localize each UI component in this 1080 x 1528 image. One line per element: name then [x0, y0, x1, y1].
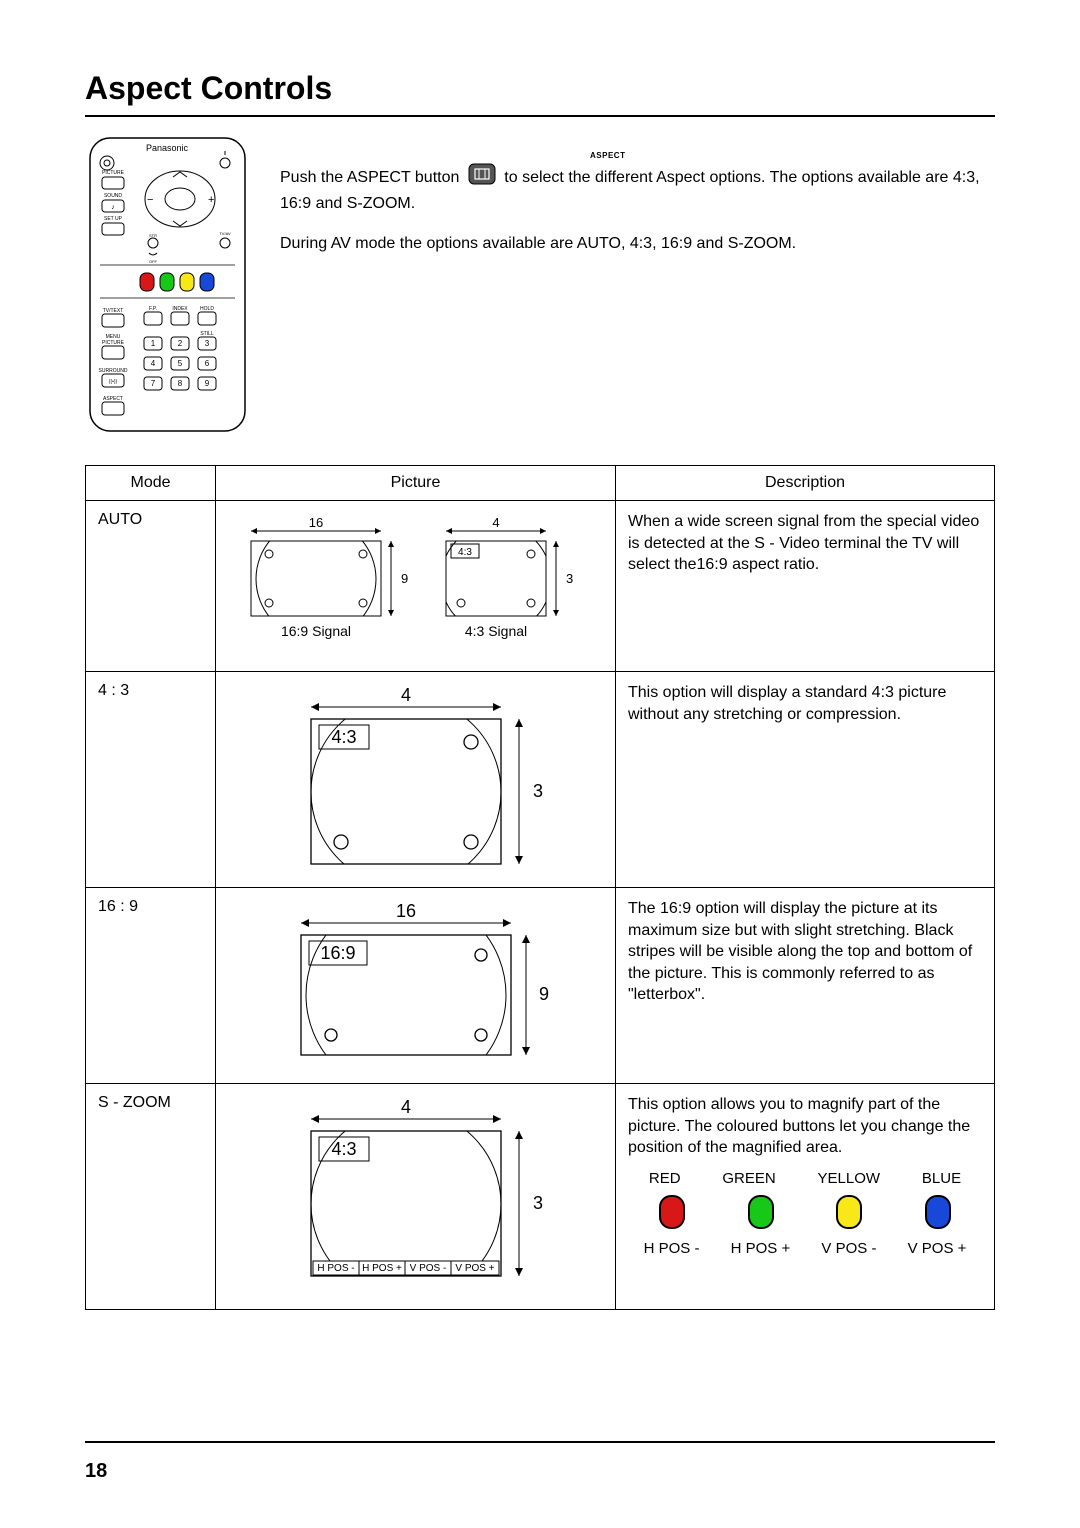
intro-section: Panasonic − + PICTURE SOUND ♪ SET UP STR…	[85, 135, 995, 440]
table-row: AUTO 16 9 16:9 Signal	[86, 501, 995, 672]
svg-text:V POS +: V POS +	[455, 1263, 494, 1274]
svg-text:7: 7	[151, 379, 156, 388]
szoom-desc-text: This option allows you to magnify part o…	[628, 1094, 982, 1159]
svg-text:SOUND: SOUND	[104, 193, 122, 199]
svg-text:2: 2	[178, 339, 183, 348]
hpos-label: H POS +	[731, 1239, 791, 1259]
color-label-blue: BLUE	[922, 1169, 961, 1189]
svg-text:9: 9	[205, 379, 210, 388]
svg-text:3: 3	[533, 1193, 543, 1213]
svg-text:F.P.: F.P.	[149, 306, 157, 312]
picture-cell-43: 4 4:3 3	[216, 672, 616, 888]
desc-cell: The 16:9 option will display the picture…	[616, 888, 995, 1084]
mode-cell: S - ZOOM	[86, 1084, 216, 1310]
svg-text:1: 1	[151, 339, 156, 348]
svg-text:SET UP: SET UP	[104, 216, 123, 222]
svg-text:8: 8	[178, 379, 183, 388]
blue-button-icon	[925, 1195, 951, 1229]
svg-text:4:3 Signal: 4:3 Signal	[464, 623, 526, 639]
svg-text:STR: STR	[149, 233, 157, 238]
desc-cell: This option will display a standard 4:3 …	[616, 672, 995, 888]
color-buttons-row	[628, 1195, 982, 1229]
svg-text:16:9: 16:9	[320, 943, 355, 963]
bottom-rule	[85, 1441, 995, 1443]
aspect-button-icon	[468, 163, 496, 192]
table-row: S - ZOOM 4 4:3 H POS - H POS + V POS - V…	[86, 1084, 995, 1310]
svg-text:4: 4	[151, 359, 156, 368]
svg-text:4: 4	[400, 685, 410, 705]
red-button-icon	[659, 1195, 685, 1229]
svg-text:OFF: OFF	[149, 259, 158, 264]
hpos-label: V POS +	[908, 1239, 967, 1259]
svg-text:9: 9	[401, 571, 408, 586]
svg-text:+: +	[208, 194, 214, 206]
svg-text:PICTURE: PICTURE	[102, 340, 125, 346]
svg-text:SURROUND: SURROUND	[99, 368, 128, 374]
svg-text:PICTURE: PICTURE	[102, 170, 125, 176]
svg-text:INDEX: INDEX	[172, 306, 188, 312]
color-label-green: GREEN	[722, 1169, 775, 1189]
picture-cell-auto: 16 9 16:9 Signal 4 4:3	[216, 501, 616, 672]
color-labels-row: RED GREEN YELLOW BLUE	[628, 1169, 982, 1189]
hpos-label: H POS -	[644, 1239, 700, 1259]
table-row: 4 : 3 4 4:3 3 This option will displ	[86, 672, 995, 888]
hpos-label: V POS -	[821, 1239, 876, 1259]
svg-text:4: 4	[400, 1097, 410, 1117]
mode-cell: 16 : 9	[86, 888, 216, 1084]
svg-text:TV/TEXT: TV/TEXT	[103, 308, 124, 314]
header-picture: Picture	[216, 466, 616, 501]
svg-text:3: 3	[533, 781, 543, 801]
svg-text:16:9 Signal: 16:9 Signal	[280, 623, 350, 639]
svg-text:STILL: STILL	[200, 331, 214, 337]
svg-text:ASPECT: ASPECT	[103, 396, 123, 402]
svg-text:9: 9	[539, 984, 549, 1004]
page-number: 18	[85, 1460, 107, 1483]
svg-text:4: 4	[492, 515, 499, 530]
svg-text:TV/AV: TV/AV	[219, 231, 231, 236]
svg-text:4:3: 4:3	[331, 727, 356, 747]
page-title: Aspect Controls	[85, 70, 995, 107]
svg-text:3: 3	[205, 339, 210, 348]
hpos-labels-row: H POS - H POS + V POS - V POS +	[628, 1239, 982, 1259]
aspect-table: Mode Picture Description AUTO 16 9 16:9 …	[85, 465, 995, 1310]
table-row: 16 : 9 16 16:9 9 The 16:9 option wil	[86, 888, 995, 1084]
header-description: Description	[616, 466, 995, 501]
svg-text:16: 16	[308, 515, 322, 530]
svg-text:H POS +: H POS +	[362, 1263, 402, 1274]
yellow-button-icon	[836, 1195, 862, 1229]
intro-text: ASPECT Push the ASPECT button to select …	[280, 135, 995, 440]
picture-cell-szoom: 4 4:3 H POS - H POS + V POS - V POS + 3	[216, 1084, 616, 1310]
desc-cell-szoom: This option allows you to magnify part o…	[616, 1084, 995, 1310]
svg-text:4:3: 4:3	[331, 1139, 356, 1159]
svg-text:5: 5	[178, 359, 183, 368]
color-label-red: RED	[649, 1169, 681, 1189]
remote-brand: Panasonic	[146, 143, 189, 153]
svg-text:((•)): ((•))	[109, 379, 118, 385]
svg-text:H POS -: H POS -	[317, 1263, 354, 1274]
title-rule	[85, 115, 995, 117]
picture-cell-169: 16 16:9 9	[216, 888, 616, 1084]
header-mode: Mode	[86, 466, 216, 501]
mode-cell: AUTO	[86, 501, 216, 672]
svg-text:6: 6	[205, 359, 210, 368]
svg-text:V POS -: V POS -	[409, 1263, 446, 1274]
svg-text:4:3: 4:3	[458, 547, 472, 558]
svg-text:HOLD: HOLD	[200, 306, 214, 312]
svg-text:−: −	[147, 194, 153, 206]
mode-cell: 4 : 3	[86, 672, 216, 888]
intro-line1a: Push the ASPECT button	[280, 169, 459, 186]
color-label-yellow: YELLOW	[818, 1169, 881, 1189]
svg-text:♪: ♪	[111, 204, 115, 211]
svg-text:3: 3	[566, 571, 573, 586]
desc-cell: When a wide screen signal from the speci…	[616, 501, 995, 672]
intro-line2: During AV mode the options available are…	[280, 233, 995, 255]
aspect-label: ASPECT	[590, 151, 625, 160]
green-button-icon	[748, 1195, 774, 1229]
svg-text:16: 16	[395, 901, 415, 921]
remote-illustration: Panasonic − + PICTURE SOUND ♪ SET UP STR…	[85, 135, 250, 440]
